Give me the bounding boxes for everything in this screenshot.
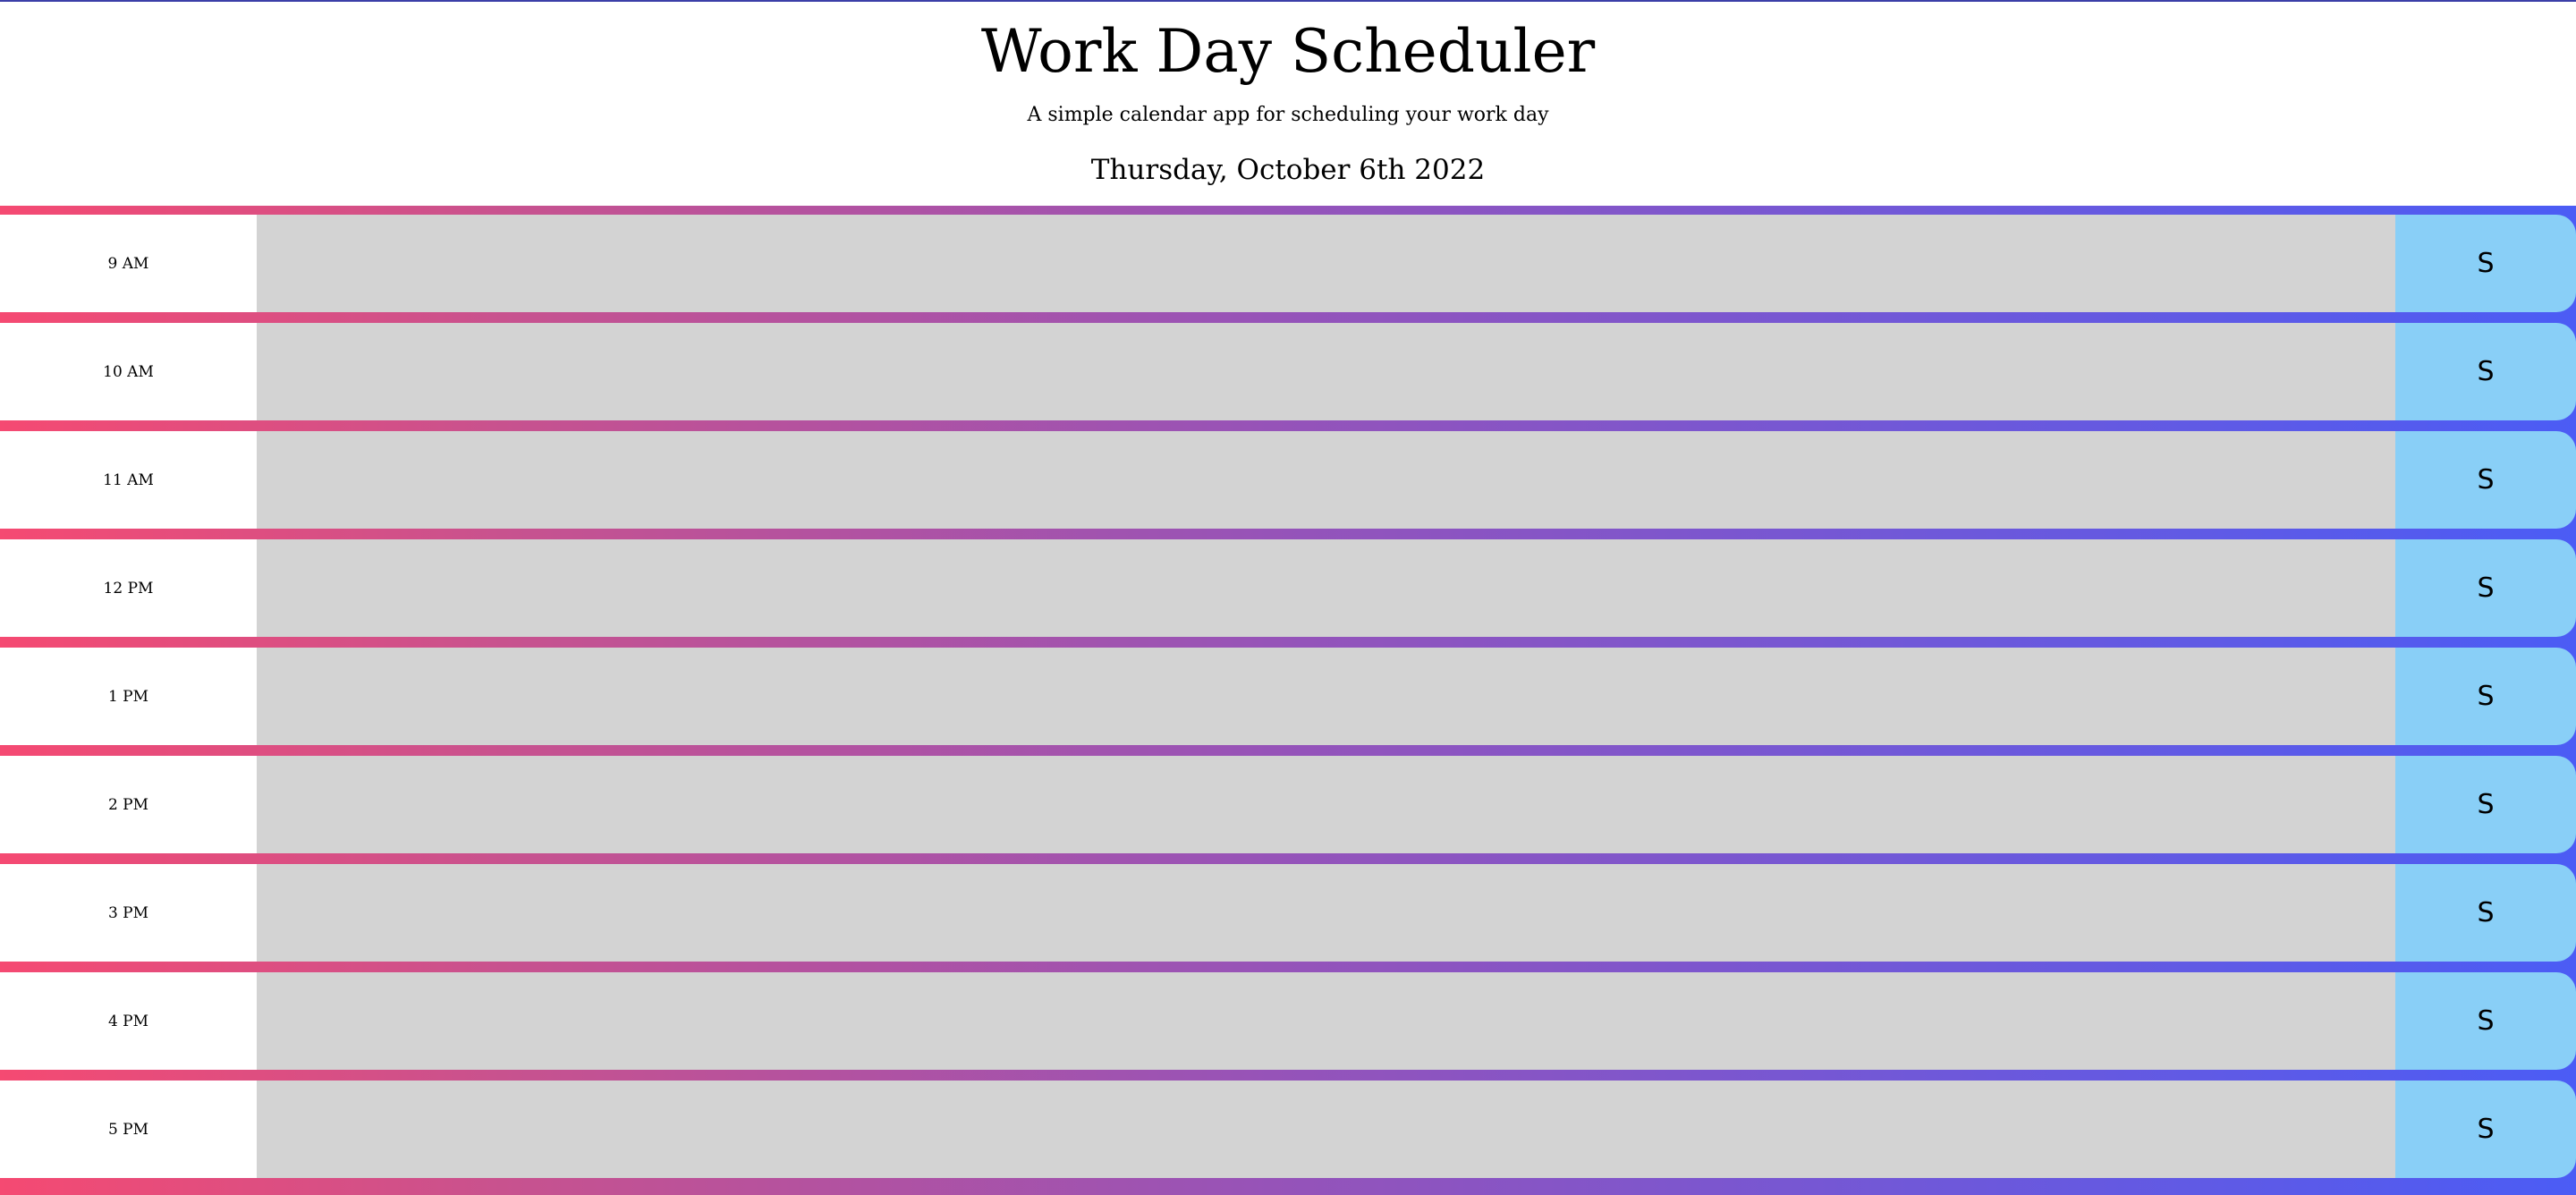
save-button[interactable]: S [2395,539,2576,637]
event-description-input[interactable] [257,539,2395,637]
event-description-input[interactable] [257,756,2395,853]
hour-label: 1 PM [0,648,257,745]
save-button[interactable]: S [2395,756,2576,853]
time-block-row: 10 AM S [0,323,2576,420]
hour-label: 10 AM [0,323,257,420]
time-block-row: 12 PM S [0,539,2576,637]
header: Work Day Scheduler A simple calendar app… [0,0,2576,206]
top-border-line [0,0,2576,2]
event-description-input[interactable] [257,864,2395,962]
save-button[interactable]: S [2395,1081,2576,1178]
timeblocks-container: 9 AM S 10 AM S 11 AM S 12 PM S 1 PM S 2 … [0,206,2576,1195]
hour-label: 11 AM [0,431,257,529]
time-block-row: 5 PM S [0,1081,2576,1178]
hour-label: 5 PM [0,1081,257,1178]
save-button[interactable]: S [2395,215,2576,312]
event-description-input[interactable] [257,431,2395,529]
save-button[interactable]: S [2395,648,2576,745]
time-block-row: 1 PM S [0,648,2576,745]
hour-label: 3 PM [0,864,257,962]
time-block-row: 11 AM S [0,431,2576,529]
save-button[interactable]: S [2395,431,2576,529]
event-description-input[interactable] [257,323,2395,420]
hour-label: 9 AM [0,215,257,312]
time-block-row: 4 PM S [0,972,2576,1070]
save-button[interactable]: S [2395,323,2576,420]
save-button[interactable]: S [2395,972,2576,1070]
event-description-input[interactable] [257,1081,2395,1178]
hour-label: 12 PM [0,539,257,637]
event-description-input[interactable] [257,648,2395,745]
hour-label: 4 PM [0,972,257,1070]
current-day: Thursday, October 6th 2022 [1090,154,1486,186]
page-subtitle: A simple calendar app for scheduling you… [1027,104,1549,126]
hour-label: 2 PM [0,756,257,853]
event-description-input[interactable] [257,215,2395,312]
page-title: Work Day Scheduler [980,17,1596,86]
time-block-row: 3 PM S [0,864,2576,962]
save-button[interactable]: S [2395,864,2576,962]
time-block-row: 9 AM S [0,215,2576,312]
time-block-row: 2 PM S [0,756,2576,853]
event-description-input[interactable] [257,972,2395,1070]
